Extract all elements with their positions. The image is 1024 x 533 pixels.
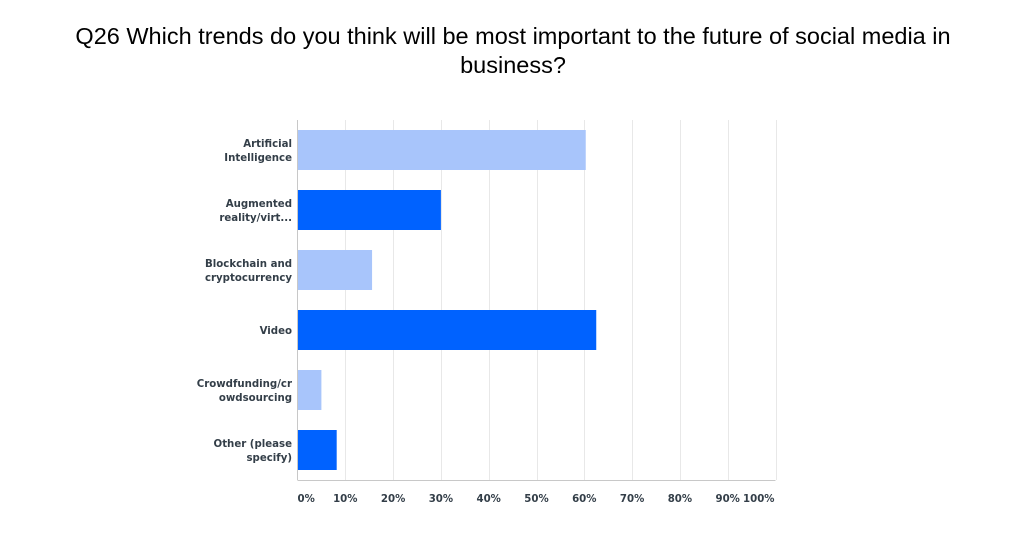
x-tick-label: 20% xyxy=(381,494,405,505)
bars xyxy=(297,130,597,470)
x-tick-labels: 0% 10% 20% 30% 40% 50% 60% 70% 80% 90% 100% xyxy=(298,494,775,505)
bar xyxy=(297,190,441,230)
category-label: Video xyxy=(260,326,292,337)
x-tick-label: 40% xyxy=(477,494,501,505)
bar xyxy=(297,250,373,290)
gridlines xyxy=(345,120,777,480)
x-tick-label: 60% xyxy=(572,494,596,505)
category-label: Crowdfunding/cr owdsourcing xyxy=(197,379,292,404)
bar xyxy=(297,310,597,350)
x-tick-label: 80% xyxy=(668,494,692,505)
x-tick-label: 70% xyxy=(620,494,644,505)
x-tick-label: 100% xyxy=(743,494,774,505)
x-tick-label: 10% xyxy=(333,494,357,505)
axes xyxy=(297,120,776,481)
x-tick-label: 50% xyxy=(524,494,548,505)
x-tick-label: 90% xyxy=(716,494,740,505)
category-label: Blockchain and cryptocurrency xyxy=(205,259,292,284)
category-label: Augmented reality/virt... xyxy=(219,199,292,224)
bar xyxy=(297,370,322,410)
bar xyxy=(297,430,337,470)
x-tick-label: 0% xyxy=(298,494,315,505)
x-tick-label: 30% xyxy=(429,494,453,505)
category-label: Other (please specify) xyxy=(214,439,293,464)
category-labels: Artificial Intelligence Augmented reality/v… xyxy=(197,139,293,464)
category-label: Artificial Intelligence xyxy=(224,139,292,164)
chart-title: Q26 Which trends do you think will be mo… xyxy=(75,23,951,78)
bar xyxy=(297,130,586,170)
